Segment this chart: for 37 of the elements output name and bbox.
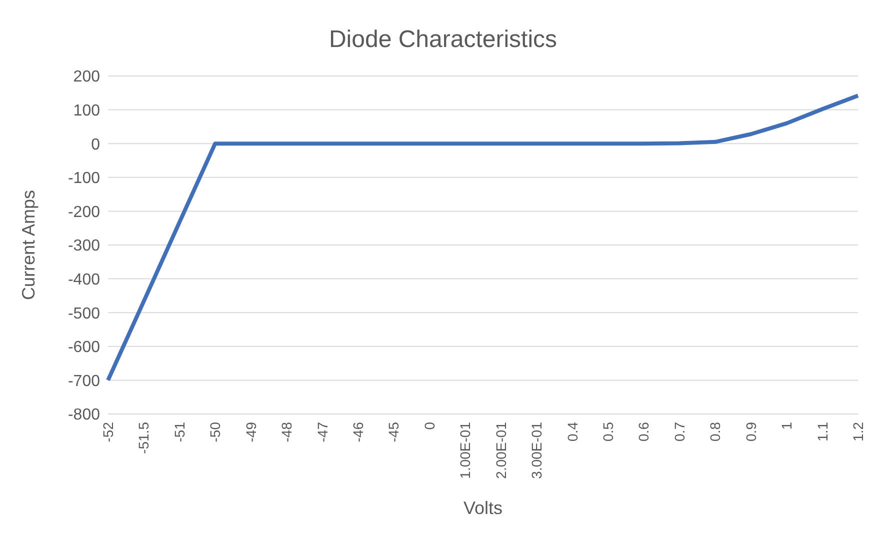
x-tick-label: -51	[171, 422, 188, 442]
x-tick-label: -48	[278, 422, 295, 442]
line-series	[106, 94, 860, 382]
x-tick-label: -49	[242, 422, 259, 442]
y-tick-label: -300	[68, 238, 100, 255]
y-tick-label: 0	[91, 136, 100, 154]
x-tick-label: 0	[421, 422, 438, 430]
x-tick-label: -47	[314, 422, 330, 442]
y-tick-label: -800	[68, 406, 100, 424]
x-tick-label: 2.00E-01	[492, 422, 509, 479]
x-tick-label: -50	[207, 422, 224, 442]
x-tick-label: 3.00E-01	[528, 422, 545, 479]
x-tick-label: -45	[386, 422, 402, 442]
x-tick-label: 0.9	[742, 422, 759, 442]
x-tick-label: 1.1	[814, 422, 830, 442]
y-tick-label: -200	[68, 204, 100, 221]
x-tick-label: 1.00E-01	[457, 422, 474, 479]
x-tick-label: 0.4	[564, 422, 580, 442]
x-tick-label: -52	[100, 422, 116, 442]
x-tick-label: 0.5	[600, 422, 616, 442]
y-tick-label: 200	[73, 68, 100, 86]
x-tick-label: -46	[350, 422, 366, 442]
x-tick-label: 1	[778, 422, 795, 430]
y-tick-label: -700	[68, 372, 100, 390]
x-tick-label: 0.8	[707, 422, 724, 442]
chart-title: Diode Characteristics	[328, 25, 558, 55]
y-axis-title: Current Amps	[18, 190, 38, 300]
y-tick-label: -100	[68, 170, 100, 188]
y-tick-label: -600	[68, 339, 100, 356]
y-tick-label: -500	[68, 305, 100, 322]
x-tick-label: 0.7	[671, 422, 688, 442]
y-tick-label: 100	[73, 102, 100, 120]
y-tick-label: -400	[68, 271, 100, 288]
x-tick-label: 0.6	[636, 422, 652, 442]
x-tick-label: 1.2	[850, 422, 866, 442]
x-axis-title: Volts	[463, 498, 503, 518]
x-tick-label: -51.5	[136, 422, 152, 454]
